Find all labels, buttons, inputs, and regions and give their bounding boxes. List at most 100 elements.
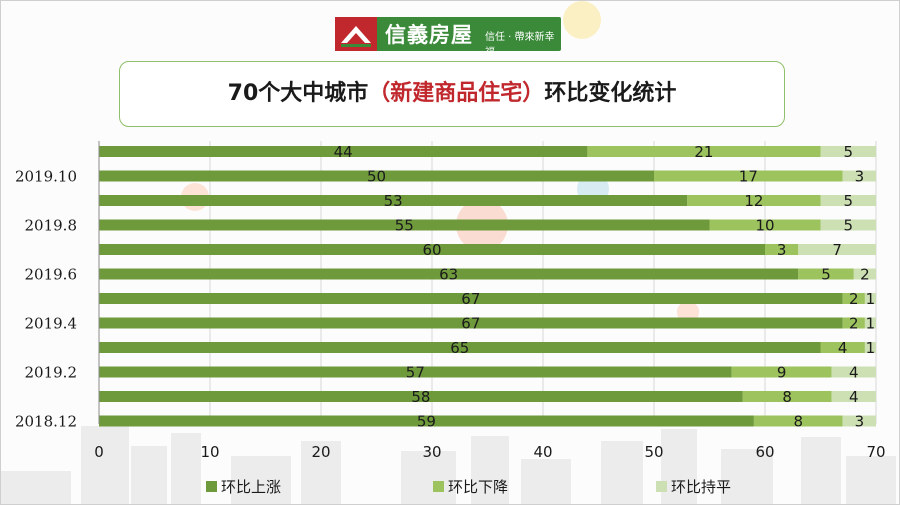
bar-segment-flat [820, 146, 876, 157]
bar-segment-flat [831, 391, 876, 402]
data-label: 63 [439, 266, 458, 284]
bar-segment-flat [820, 195, 876, 206]
x-tick-label: 60 [755, 443, 774, 461]
data-label: 65 [450, 339, 469, 357]
bar-segment-down [709, 219, 821, 231]
legend-swatch [656, 481, 667, 492]
data-label: 67 [461, 290, 480, 308]
bar-segment-down [842, 293, 865, 304]
bar-segment-flat [820, 219, 876, 231]
data-label: 55 [395, 217, 414, 235]
bar-segment-flat [864, 293, 876, 304]
bar-segment-down [820, 342, 865, 353]
x-axis-labels: 0 10 20 30 40 50 60 70 [94, 443, 885, 461]
data-label: 17 [739, 168, 758, 186]
data-label: 53 [384, 192, 403, 210]
data-label: 10 [755, 217, 774, 235]
data-label: 2 [849, 315, 859, 333]
bar-segment-flat [798, 244, 876, 255]
decor-circle [563, 1, 601, 39]
x-tick-label: 50 [644, 443, 663, 461]
chart-title: 70个大中城市（新建商品住宅）环比变化统计 [119, 61, 785, 127]
legend-label: 环比下降 [448, 478, 508, 496]
bar-segment-flat [864, 317, 876, 329]
data-label: 12 [744, 192, 763, 210]
data-label: 1 [866, 315, 876, 333]
legend-label: 环比持平 [671, 478, 731, 496]
y-tick-label: 2019.8 [25, 217, 78, 235]
data-label: 8 [794, 413, 804, 431]
data-label: 5 [821, 266, 831, 284]
bar-segment-flat [831, 366, 876, 378]
x-gridlines [209, 141, 877, 424]
bar-segment-flat [842, 415, 876, 427]
data-label: 3 [777, 241, 787, 259]
bar-segment-flat [842, 170, 876, 182]
bar-segment-down [654, 170, 843, 182]
brand-slogan: 信任 · 帶來新幸福 [485, 32, 555, 58]
y-axis-labels: 2019.10 2019.8 2019.6 2019.4 2019.2 2018.12 [15, 168, 77, 431]
bar-segment-down [753, 415, 843, 427]
y-tick-label: 2019.2 [25, 364, 78, 382]
data-label: 5 [843, 217, 853, 235]
x-tick-label: 10 [200, 443, 219, 461]
data-label: 44 [334, 143, 353, 161]
brand-name: 信義房屋 [385, 23, 473, 47]
chart-title-suffix: 环比变化统计 [544, 81, 677, 106]
bar-segment-flat [853, 268, 876, 280]
data-label: 4 [849, 364, 859, 382]
data-label: 60 [422, 241, 441, 259]
data-label: 3 [855, 168, 865, 186]
bar-segment-down [687, 195, 821, 206]
y-tick-label: 2018.12 [15, 413, 77, 431]
data-label: 1 [866, 290, 876, 308]
y-tick-label: 2019.4 [25, 315, 78, 333]
bar-segment-up [99, 415, 754, 427]
bar-segment-up [99, 391, 743, 402]
bars: 44 21 550 17 353 12 555 10 560 3 763 5 267 2 167 2 165 4 1… [99, 143, 876, 431]
skyline-decoration [1, 426, 896, 504]
bar-segment-up [99, 170, 654, 182]
bar-segment-down [842, 317, 865, 329]
data-label: 59 [417, 413, 436, 431]
data-label: 2 [860, 266, 870, 284]
legend-swatch [206, 481, 217, 492]
legend-swatch [433, 481, 444, 492]
data-label: 8 [782, 388, 792, 406]
legend: 环比上涨 环比下降 环比持平 [206, 478, 731, 496]
data-label: 5 [843, 143, 853, 161]
bar-segment-up [99, 244, 765, 255]
brand-mark-icon [335, 17, 377, 51]
bar-segment-up [99, 219, 710, 231]
x-tick-label: 40 [533, 443, 552, 461]
data-label: 50 [367, 168, 386, 186]
bar-segment-down [765, 244, 799, 255]
bar-segment-up [99, 366, 732, 378]
chart-title-prefix: 70个大中城市 [227, 81, 369, 106]
bar-segment-down [742, 391, 832, 402]
data-label: 4 [849, 388, 859, 406]
data-label: 67 [461, 315, 480, 333]
data-label: 2 [849, 290, 859, 308]
bar-segment-down [587, 146, 821, 157]
bar-segment-up [99, 146, 588, 157]
brand-logo: 信義房屋 信任 · 帶來新幸福 [335, 17, 561, 58]
y-tick-label: 2019.6 [25, 266, 78, 284]
data-label: 57 [406, 364, 425, 382]
y-tick-label: 2019.10 [15, 168, 77, 186]
bar-segment-up [99, 293, 843, 304]
data-label: 4 [838, 339, 848, 357]
bar-segment-flat [864, 342, 876, 353]
data-label: 3 [855, 413, 865, 431]
bar-segment-up [99, 268, 799, 280]
data-label: 9 [777, 364, 787, 382]
bar-segment-down [731, 366, 832, 378]
chart-title-highlight: （新建商品住宅） [368, 81, 545, 106]
legend-label: 环比上涨 [221, 478, 281, 496]
data-label: 21 [694, 143, 713, 161]
data-label: 58 [411, 388, 430, 406]
bar-segment-up [99, 195, 688, 206]
data-label: 1 [866, 339, 876, 357]
data-label: 5 [843, 192, 853, 210]
